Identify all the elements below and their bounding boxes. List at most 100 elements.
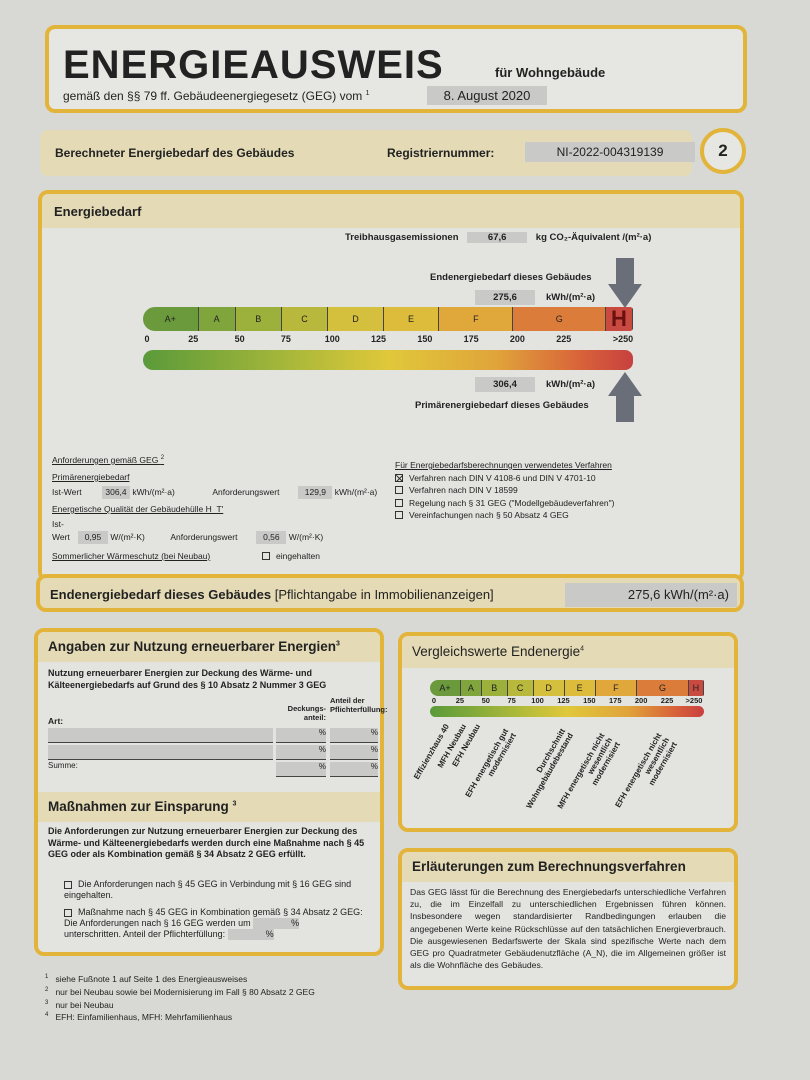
primary-energy-label: Primärenergiebedarf dieses Gebäudes xyxy=(415,400,589,411)
requirements-title: Anforderungen gemäß GEG 2 xyxy=(52,452,392,467)
measures-option-2[interactable]: Maßnahme nach § 45 GEG in Kombination ge… xyxy=(48,907,368,940)
energiebedarf-title: Energiebedarf xyxy=(42,194,740,228)
energy-gradient-bar xyxy=(143,350,633,370)
requirements-footnote: 2 xyxy=(160,455,165,461)
page-number: 2 xyxy=(700,128,746,174)
sum-deckung[interactable]: % xyxy=(276,762,326,777)
checkbox-icon[interactable] xyxy=(395,511,403,519)
measures-option-1[interactable]: Die Anforderungen nach § 45 GEG in Verbi… xyxy=(48,879,368,901)
measures-pct-1[interactable]: % xyxy=(253,918,300,929)
title-box: ENERGIEAUSWEIS für Wohngebäude gemäß den… xyxy=(45,25,747,113)
scale-tick-label: 200 xyxy=(509,334,525,344)
footnote: 2 nur bei Neubau sowie bei Modernisierun… xyxy=(45,985,315,998)
checkbox-icon[interactable] xyxy=(395,486,403,494)
footnote-number: 1 xyxy=(45,974,49,980)
primary-anf-unit: kWh/(m²·a) xyxy=(334,486,378,497)
scale-tick-label: 100 xyxy=(324,334,340,344)
scale-tick-label: 125 xyxy=(371,334,387,344)
method-option[interactable]: Verfahren nach DIN V 18599 xyxy=(395,484,614,497)
registration-number: NI-2022-004319139 xyxy=(525,142,695,162)
comparison-title-text: Vergleichswerte Endenergie xyxy=(412,644,581,659)
law-text: gemäß den §§ 79 ff. Gebäudeenergiegesetz… xyxy=(63,89,363,103)
ghg-value: 67,6 xyxy=(467,232,528,243)
comparison-section: Vergleichswerte Endenergie4 xyxy=(398,632,738,832)
end-energy-value: 275,6 xyxy=(475,290,535,305)
scale-tick-label: 125 xyxy=(557,696,570,705)
col-pflicht: Anteil der Pflichterfüllung: xyxy=(330,696,388,714)
end-summary-title: Endenergiebedarf dieses Gebäudes xyxy=(50,587,272,602)
energy-class-G: G xyxy=(637,680,689,696)
measures-pct-2[interactable]: % xyxy=(227,929,274,940)
primary-requirement-title: Primärenergiebedarf xyxy=(52,471,130,482)
scale-tick-label: 175 xyxy=(608,696,622,705)
anf-label: Anforderungswert xyxy=(212,486,280,497)
art-input-1[interactable] xyxy=(48,728,273,743)
pflicht-input-1[interactable]: % xyxy=(330,728,378,743)
energy-class-Aplus: A+ xyxy=(143,307,199,331)
energy-class-C: C xyxy=(281,307,329,331)
ghg-row: Treibhausgasemissionen 67,6 kg CO₂-Äquiv… xyxy=(345,232,651,243)
art-input-2[interactable] xyxy=(48,745,273,760)
summer-checkbox[interactable] xyxy=(262,551,270,560)
ist-label: Ist-Wert xyxy=(52,486,82,497)
header-label: Berechneter Energiebedarf des Gebäudes xyxy=(55,146,295,160)
footnote-number: 4 xyxy=(45,1012,49,1019)
energy-class-E: E xyxy=(564,680,596,696)
ht-anf-value: 0,56 xyxy=(256,530,287,544)
footnote-number: 2 xyxy=(45,986,49,993)
deckung-input-1[interactable]: % xyxy=(276,728,326,743)
energy-class-A: A xyxy=(461,680,482,696)
comparison-gradient-bar xyxy=(430,706,704,717)
deckung-input-2[interactable]: % xyxy=(276,745,326,760)
checkbox-icon[interactable] xyxy=(395,498,403,507)
method-option[interactable]: Vereinfachungen nach § 50 Absatz 4 GEG xyxy=(395,509,614,522)
end-summary-value: 275,6 kWh/(m²·a) xyxy=(565,583,737,607)
energy-class-C: C xyxy=(507,680,534,696)
scale-tick-label: 25 xyxy=(455,696,465,705)
scale-tick-label: >250 xyxy=(612,334,634,344)
scale-tick-label: 25 xyxy=(188,334,199,344)
summer-label: Sommerlicher Wärmeschutz (bei Neubau) xyxy=(52,550,211,561)
ghg-unit: kg CO₂-Äquivalent /(m²·a) xyxy=(535,232,652,243)
comparison-title: Vergleichswerte Endenergie4 xyxy=(402,636,734,668)
energy-class-G: G xyxy=(513,307,606,331)
footnote: 4 EFH: Einfamilienhaus, MFH: Mehrfamilie… xyxy=(45,1010,315,1023)
primary-energy-unit: kWh/(m²·a) xyxy=(546,379,596,390)
renewables-title: Angaben zur Nutzung erneuerbarer Energie… xyxy=(38,632,380,662)
end-summary-label: Endenergiebedarf dieses Gebäudes [Pflich… xyxy=(50,587,494,602)
energy-class-D: D xyxy=(533,680,565,696)
primary-energy-arrow-icon xyxy=(616,396,634,422)
measures-title: Maßnahmen zur Einsparung 3 xyxy=(38,792,380,822)
sum-label: Summe: xyxy=(48,761,78,770)
scale-tick-label: 200 xyxy=(634,696,648,705)
sum-pflicht[interactable]: % xyxy=(330,762,378,777)
checkbox-icon[interactable] xyxy=(64,909,72,917)
method-option[interactable]: Verfahren nach DIN V 4108-6 und DIN V 47… xyxy=(395,472,614,485)
primary-requirement-row: Ist-Wert 306,4 kWh/(m²·a) Anforderungswert… xyxy=(52,485,392,499)
energy-class-scale: A+ A B C D E F G H xyxy=(143,307,633,331)
energy-class-F: F xyxy=(439,307,514,331)
method-label: Vereinfachungen nach § 50 Absatz 4 GEG xyxy=(409,510,569,520)
footnote-text: nur bei Neubau xyxy=(55,999,114,1010)
scale-tick-label: 150 xyxy=(583,696,596,705)
method-option[interactable]: Regelung nach § 31 GEG ("Modellgebäudeve… xyxy=(395,497,614,510)
ht-title: Energetische Qualität der Gebäudehülle H… xyxy=(52,503,224,514)
footnote-number: 3 xyxy=(45,999,49,1006)
footnote: 3 nur bei Neubau xyxy=(45,998,315,1011)
energy-class-B: B xyxy=(235,307,282,331)
ht-row: Ist-Wert 0,95 W/(m²·K) Anforderungswert 0,5… xyxy=(52,518,392,544)
end-energy-label: Endenergiebedarf dieses Gebäudes xyxy=(430,272,592,283)
energy-class-B: B xyxy=(481,680,508,696)
renewables-title-text: Angaben zur Nutzung erneuerbarer Energie… xyxy=(48,639,337,654)
method-block: Für Energiebedarfsberechnungen verwendet… xyxy=(395,459,614,522)
measures-option-2-text: Maßnahme nach § 45 GEG in Kombination ge… xyxy=(64,907,363,928)
explanation-section: Erläuterungen zum Berechnungsverfahren D… xyxy=(398,848,738,990)
ghg-label: Treibhausgasemissionen xyxy=(345,232,459,243)
energy-class-H: H xyxy=(688,680,704,696)
checkbox-checked-icon[interactable] xyxy=(395,473,403,482)
checkbox-icon[interactable] xyxy=(64,881,72,889)
end-summary-note: [Pflichtangabe in Immobilienanzeigen] xyxy=(274,587,494,602)
scale-tick-label: 75 xyxy=(507,696,516,705)
pflicht-input-2[interactable]: % xyxy=(330,745,378,760)
scale-tick-label: >250 xyxy=(685,696,703,705)
